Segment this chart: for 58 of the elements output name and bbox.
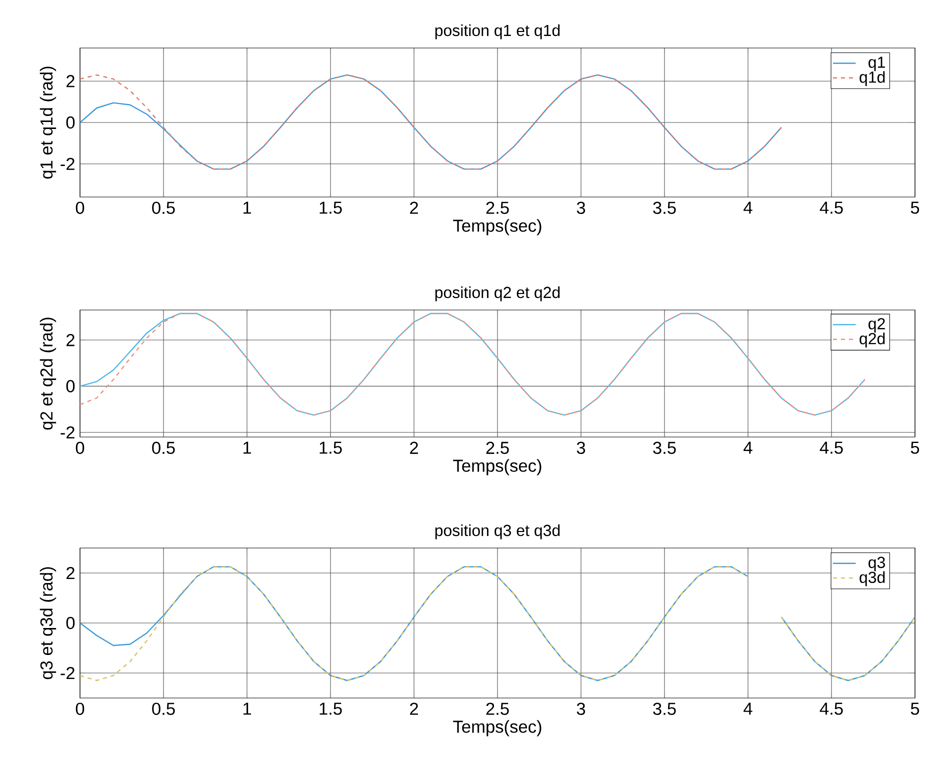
x-tick-label: 0.5 xyxy=(152,442,175,454)
x-tick-label: 4.5 xyxy=(820,202,843,214)
x-tick-label: 4.5 xyxy=(820,702,843,715)
x-tick-label: 3.5 xyxy=(653,442,676,454)
legend-label: q2d xyxy=(860,332,885,348)
x-tick-label: 4 xyxy=(744,442,752,454)
legend-label: q1d xyxy=(860,71,885,86)
legend-label: q3d xyxy=(860,571,885,586)
x-tick-label: 1.5 xyxy=(320,702,342,715)
x-tick-label: 0 xyxy=(76,202,84,214)
x-tick-label: 4 xyxy=(744,202,752,214)
y-axis-title: q3 et q3d (rad) xyxy=(40,567,56,680)
x-tick-label: 4.5 xyxy=(820,442,843,454)
x-tick-label: 1.5 xyxy=(320,202,342,214)
x-axis-title: Temps(sec) xyxy=(453,459,542,476)
x-tick-label: 1 xyxy=(244,702,251,715)
y-tick-label: 0 xyxy=(66,616,75,630)
y-axis-title: q2 et q2d (rad) xyxy=(40,318,56,430)
x-tick-label: 2.5 xyxy=(486,442,509,454)
y-axis-title: q1 et q1d (rad) xyxy=(40,66,56,179)
chart-title: position q1 et q1d xyxy=(435,24,560,40)
legend-label: q1 xyxy=(868,56,885,72)
legend-label: q3 xyxy=(868,556,885,572)
x-tick-label: 0.5 xyxy=(152,202,175,214)
y-tick-label: 0 xyxy=(66,116,75,129)
x-tick-label: 2 xyxy=(410,202,418,214)
x-tick-label: 3 xyxy=(576,202,586,214)
x-tick-label: 5 xyxy=(910,442,920,454)
x-tick-label: 3.5 xyxy=(653,702,676,715)
x-tick-label: 1 xyxy=(244,442,251,454)
x-tick-label: 3.5 xyxy=(653,202,676,214)
x-tick-label: 1 xyxy=(244,202,251,214)
x-axis-title: Temps(sec) xyxy=(453,720,542,736)
legend-label: q2 xyxy=(868,318,885,333)
chart-title: position q2 et q2d xyxy=(435,286,560,302)
y-tick-label: 2 xyxy=(66,334,74,346)
x-tick-label: 5 xyxy=(910,702,920,715)
x-tick-label: 0.5 xyxy=(152,702,175,715)
y-tick-label: 2 xyxy=(66,566,74,580)
chart-title: position q3 et q3d xyxy=(435,524,560,540)
x-tick-label: 2 xyxy=(410,702,418,715)
line-series xyxy=(80,74,782,170)
y-tick-label: -2 xyxy=(60,158,74,170)
x-tick-label: 2.5 xyxy=(486,702,509,715)
x-tick-label: 1.5 xyxy=(320,442,342,454)
x-tick-label: 5 xyxy=(910,202,920,214)
y-tick-label: -2 xyxy=(60,666,74,680)
x-axis-title: Temps(sec) xyxy=(453,219,542,236)
x-tick-label: 3 xyxy=(576,702,586,715)
x-tick-label: 2.5 xyxy=(486,202,509,214)
y-tick-label: 2 xyxy=(66,75,74,88)
x-tick-label: 3 xyxy=(576,442,586,454)
x-tick-label: 0 xyxy=(76,442,84,454)
y-tick-label: -2 xyxy=(60,426,74,438)
x-tick-label: 4 xyxy=(744,702,752,715)
y-tick-label: 0 xyxy=(66,380,75,392)
x-tick-label: 0 xyxy=(76,702,84,715)
x-tick-label: 2 xyxy=(410,442,418,454)
